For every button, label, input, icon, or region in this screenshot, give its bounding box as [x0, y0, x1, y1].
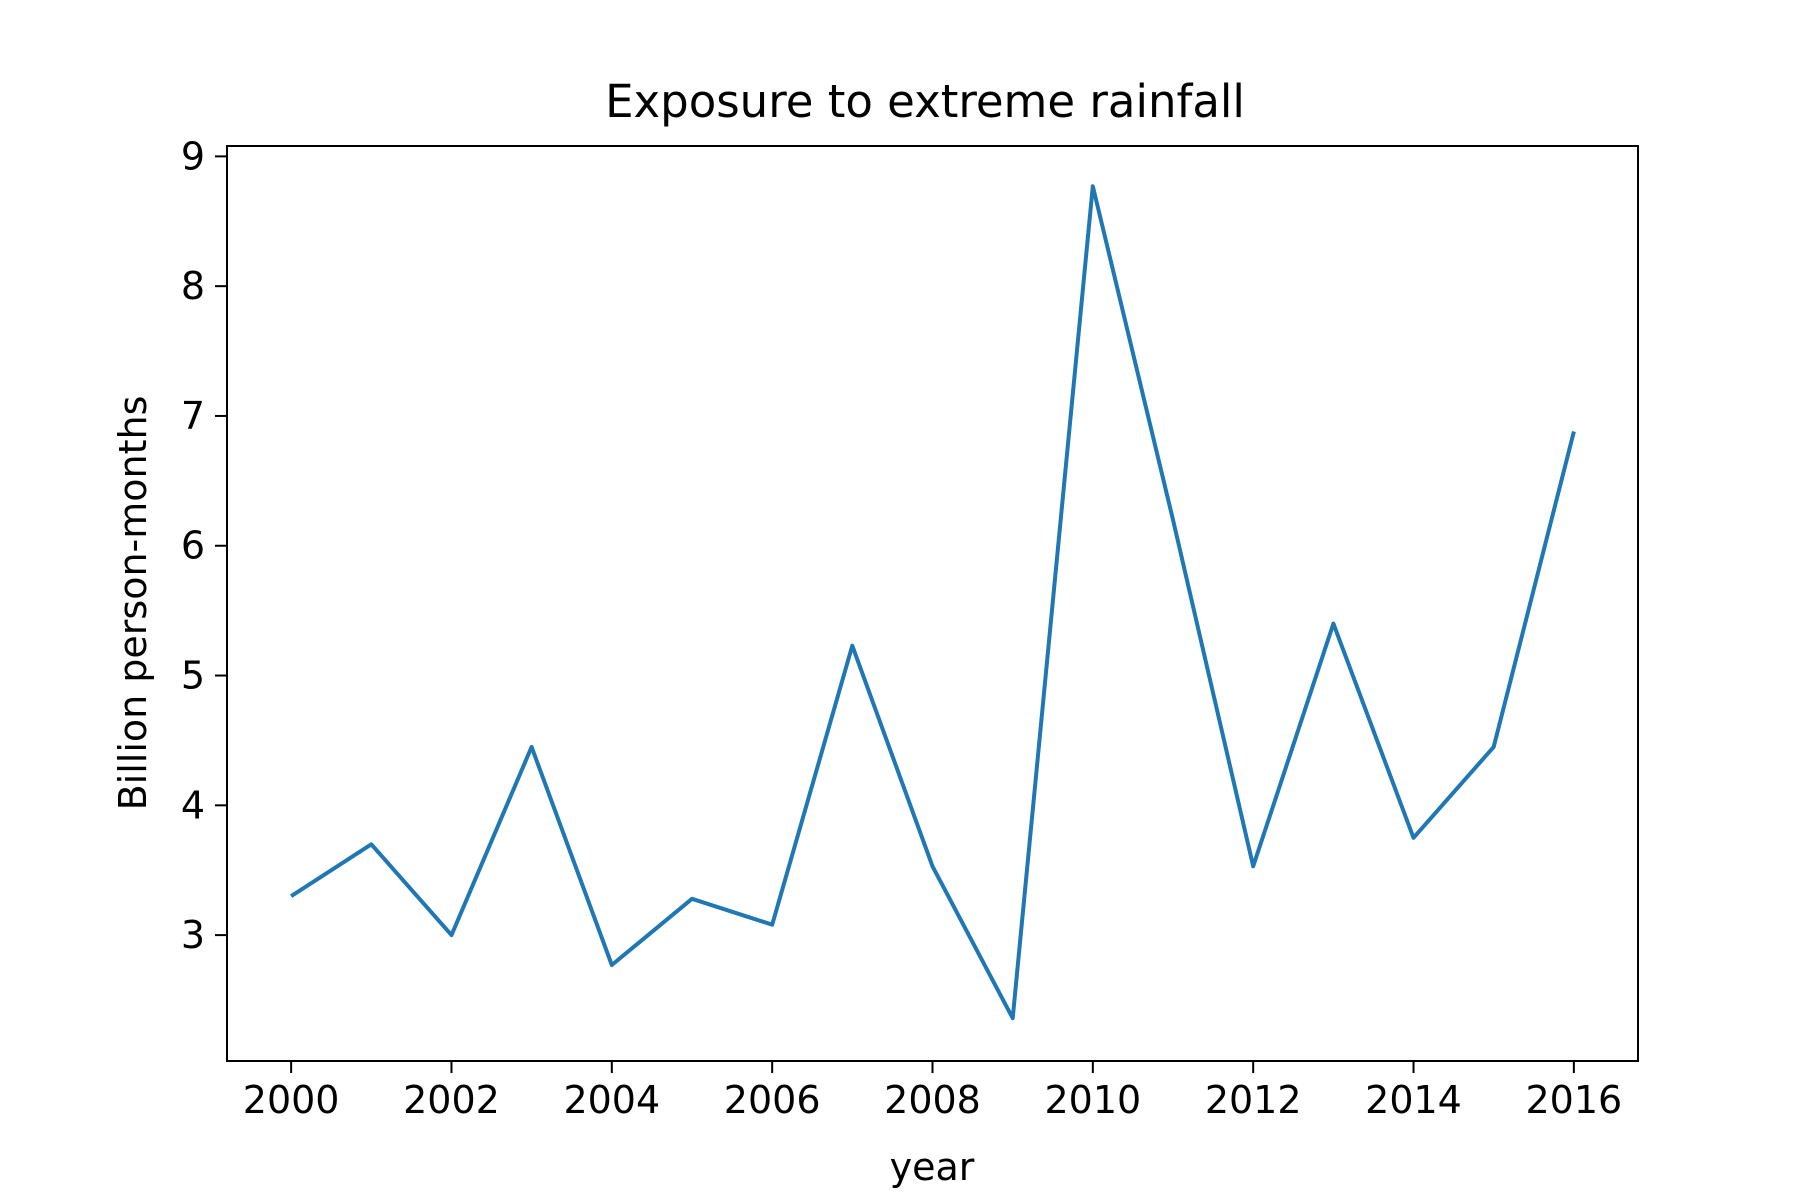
y-tick-label: 8	[181, 264, 205, 308]
y-tick-label: 6	[181, 524, 205, 568]
x-tick-label: 2006	[724, 1078, 821, 1122]
x-tick-label: 2002	[403, 1078, 500, 1122]
x-axis: 2000 2002 2004 2006 2008 2010 2012 2014 2016	[243, 1061, 1622, 1122]
x-tick-label: 2010	[1044, 1078, 1141, 1122]
y-tick-label: 3	[181, 913, 205, 957]
y-tick-label: 4	[181, 783, 205, 827]
plot-area	[290, 184, 1576, 1021]
series-line	[290, 184, 1576, 1021]
x-axis-label: year	[890, 1145, 975, 1189]
x-tick-label: 2016	[1526, 1078, 1623, 1122]
y-axis: 3 4 5 6 7 8 9	[181, 134, 227, 957]
x-tick-label: 2012	[1205, 1078, 1302, 1122]
chart-title: Exposure to extreme rainfall	[605, 75, 1245, 128]
x-tick-label: 2000	[243, 1078, 340, 1122]
x-tick-label: 2008	[884, 1078, 981, 1122]
x-tick-label: 2014	[1365, 1078, 1462, 1122]
y-tick-label: 5	[181, 654, 205, 698]
y-tick-label: 7	[181, 394, 205, 438]
y-axis-label: Billion person-months	[111, 396, 155, 811]
x-tick-label: 2004	[563, 1078, 660, 1122]
y-tick-label: 9	[181, 134, 205, 178]
